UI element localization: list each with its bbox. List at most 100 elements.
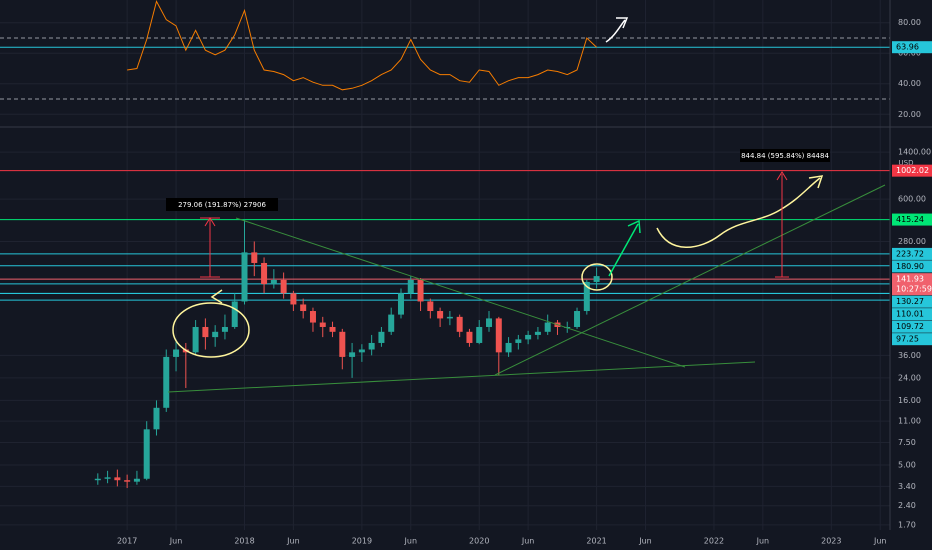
price-label: 180.90 [896,262,924,271]
candle-body [378,331,385,343]
drawings [167,17,886,393]
candle-body [212,331,219,338]
candle-body [397,293,404,315]
price-label: 130.27 [896,297,924,306]
y-tick-label: 1400.00 [898,148,931,157]
candle-body [153,407,160,430]
y-tick-label: 5.00 [898,460,916,469]
x-tick-label: Jun [286,537,300,546]
candle-body [270,279,277,285]
y-tick-label: 24.00 [898,373,921,382]
y-tick-label: 16.00 [898,396,921,405]
candle-body [173,349,180,357]
price-label-box [892,260,932,273]
annotation: 279.06 (191.87%) 27906 844.84 (595.84%) … [166,149,830,211]
price-label-box [892,295,932,308]
levels [0,46,890,301]
price-label: 1002.02 [896,166,929,175]
candle-body [486,318,493,327]
price-label: 415.24 [896,215,924,224]
candle-body [574,311,581,327]
x-tick-label: Jun [638,537,652,546]
circle [172,302,250,358]
candle-body [476,326,483,343]
x-tick-label: Jun [521,537,535,546]
candle-body [280,279,287,294]
price-label: 109.72 [896,322,924,331]
arrow [656,175,824,248]
y-tick-label: 80.00 [898,18,921,27]
y-tick-label: 36.00 [898,351,921,360]
candle-body [437,311,444,319]
countdown: 10:27:59 [896,285,932,294]
candle-body [143,429,150,479]
candle-body [241,252,248,302]
y-tick-label: 40.00 [898,79,921,88]
trendline [167,361,756,393]
candle-body [534,331,541,335]
arrow [608,219,641,277]
candle-body [505,342,512,353]
price-label-box [892,333,932,346]
y-tick-label: 280.00 [898,237,926,246]
candle-body [319,322,326,327]
y-tick-label: 1.70 [898,520,916,529]
y-tick-label: 3.40 [898,482,916,491]
grid [0,0,890,530]
candle-body [231,301,238,327]
candle-body [544,322,551,332]
arrow [605,17,629,43]
candle-body [300,304,307,312]
candle-body [329,326,336,332]
arrow [210,289,223,304]
price-label: 110.01 [896,310,924,319]
candle-body [261,262,268,285]
measure [200,217,220,278]
price-label: 97.25 [896,335,919,344]
candle-body [593,276,600,282]
candle-body [525,334,532,340]
candle-body [339,331,346,357]
candle-body [407,279,414,294]
candle-body [251,252,258,263]
marks [94,0,600,489]
price-label-box [892,164,932,177]
candle-body [309,311,316,323]
price-label-box [892,273,932,296]
x-tick-label: Jun [756,537,770,546]
price-label-box [892,247,932,260]
x-tick-label: 2020 [469,537,489,546]
price-label: 141.93 [896,275,924,284]
x-tick-label: 2021 [586,537,606,546]
y-tick-label: 20.00 [898,110,921,119]
x-tick-label: Jun [873,537,887,546]
x-tick-label: 2018 [234,537,254,546]
rsi-line [127,0,597,91]
candle-body [192,326,199,353]
candle-body [163,356,170,408]
candle-body [456,316,463,332]
candle-body [583,281,590,312]
price-label: 63.96 [896,43,919,52]
y-tick-label: 7.50 [898,438,916,447]
candle-body [427,301,434,312]
candle-body [94,478,101,481]
trendline [494,184,886,376]
axis-labels: 2017 Jun 2018 Jun 2019 Jun 2020 Jun 2021 Jun 2022 J… [117,18,932,546]
measure [775,171,789,278]
candle-body [133,478,140,482]
x-tick-label: 2022 [704,537,724,546]
candle-body [290,293,297,305]
candle-body [358,349,365,353]
candle-body [368,342,375,350]
candle-body [515,339,522,343]
annotation-box [166,198,278,211]
price-label-box [892,308,932,321]
candle-body [221,326,228,332]
price-label-box [892,320,932,333]
annotation-box [740,149,830,162]
annotation-text: 844.84 (595.84%) 84484 [741,152,829,160]
candle-body [202,326,209,338]
x-tick-label: Jun [169,537,183,546]
